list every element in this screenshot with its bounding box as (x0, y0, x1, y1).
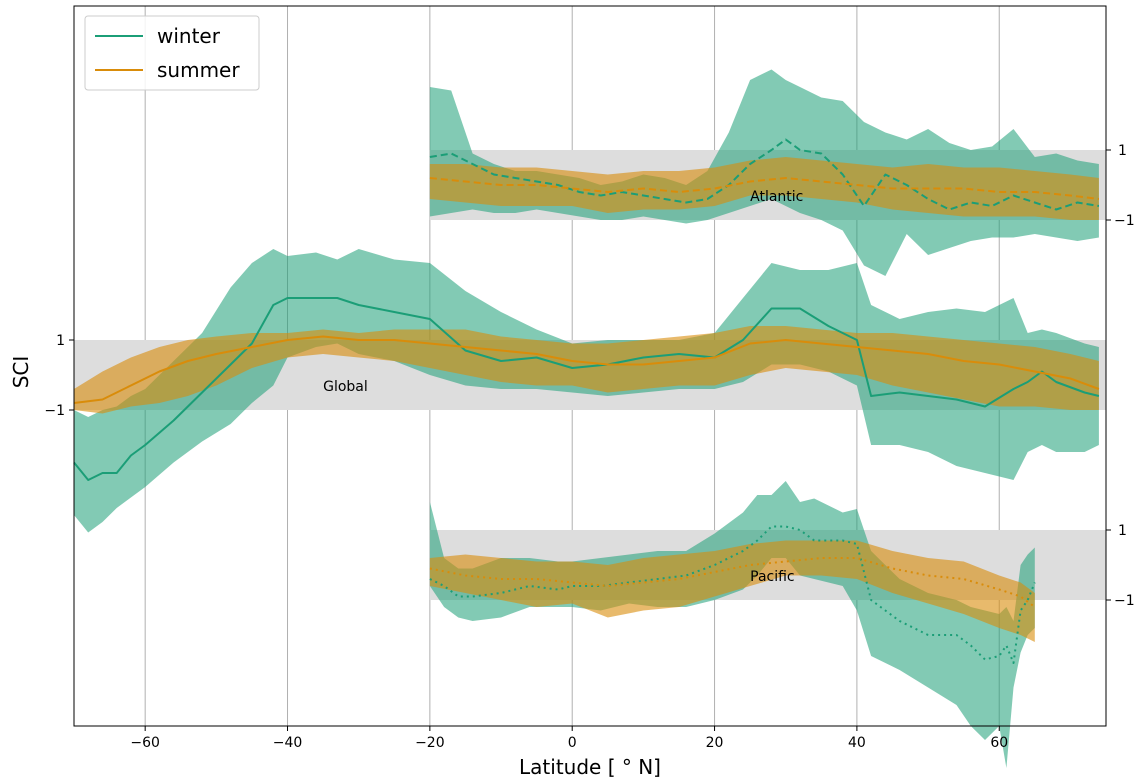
y-tick-label: −1 (1114, 213, 1135, 229)
x-tick-label: 20 (706, 735, 724, 751)
y-tick-label: 1 (56, 333, 65, 349)
legend-label-winter: winter (157, 24, 221, 48)
x-tick-label: 60 (990, 735, 1008, 751)
band-label-pacific: Pacific (750, 569, 795, 585)
range-summer-global (74, 326, 1099, 414)
y-tick-label: 1 (1118, 523, 1127, 539)
x-tick-label: 40 (848, 735, 866, 751)
tick-layer: −60 −40 −20 0 20 40 60 1 −1 1 −1 1 −1 (44, 143, 1134, 751)
x-tick-label: 0 (568, 735, 577, 751)
legend-frame (84, 15, 260, 91)
series-summer-atlantic (429, 177, 1100, 200)
range-summer-atlantic (429, 157, 1099, 220)
legend: winter summer (84, 15, 260, 91)
series-summer-global (73, 335, 1100, 404)
band-label-global: Global (323, 379, 368, 395)
x-tick-label: −40 (273, 735, 303, 751)
y-tick-label: −1 (1114, 593, 1135, 609)
x-tick-label: −60 (130, 735, 160, 751)
series-winter-atlantic (429, 138, 1100, 211)
range-winter-global (74, 249, 1099, 533)
plot-frame (73, 5, 1107, 727)
x-tick-label: −20 (415, 735, 445, 751)
y-tick-label: −1 (44, 403, 65, 419)
line-layer (73, 138, 1100, 664)
legend-label-summer: summer (157, 58, 240, 82)
fill-layer (74, 69, 1099, 768)
band-label-atlantic: Atlantic (750, 189, 803, 205)
range-summer-pacific (429, 540, 1035, 642)
x-axis-label: Latitude [ ° N] (519, 755, 661, 779)
y-axis-label: SCI (9, 356, 33, 389)
band-label-layer: Atlantic Global Pacific (323, 189, 803, 585)
series-winter-global (73, 297, 1100, 481)
y-tick-label: 1 (1118, 143, 1127, 159)
range-winter-pacific (429, 481, 1035, 768)
series-winter-pacific (429, 525, 1036, 664)
